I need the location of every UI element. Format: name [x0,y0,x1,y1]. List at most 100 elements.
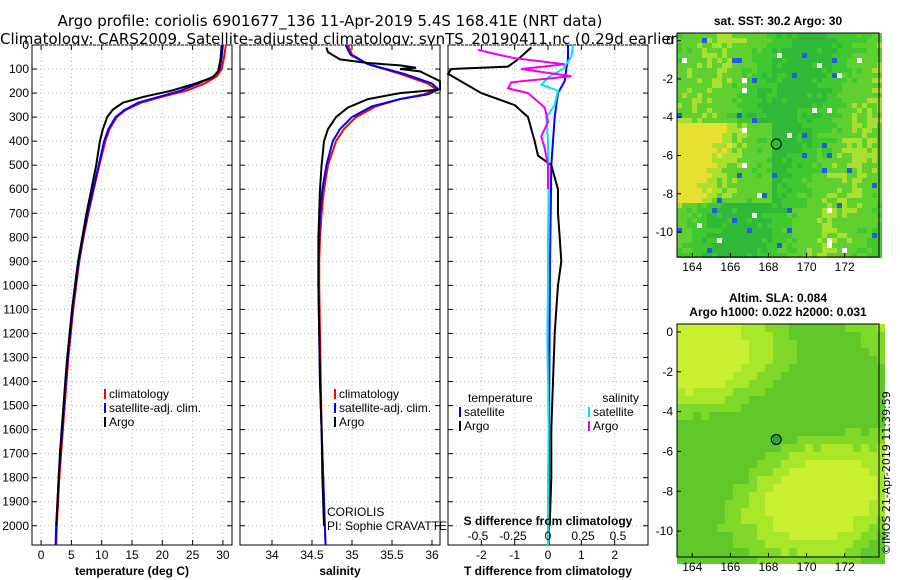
sst_map-cell [787,98,792,103]
sla_map-cell [877,420,885,428]
sst_map-cell [797,113,802,118]
sla_map-cell [757,460,765,468]
temperature-xtick-label: 0 [38,548,45,562]
sst_map-cell [752,173,757,178]
sst_map-cell [802,253,807,258]
sst_map-cell [872,208,877,213]
sla_map-cell [845,556,853,564]
sla_map-cell [813,380,821,388]
sst_map-cell [857,93,862,98]
sla_map-cell [717,436,725,444]
sst_map-cell [682,143,687,148]
sla_map-cell [677,476,685,484]
sla_map-cell [821,388,829,396]
sst_map-cell [737,43,742,48]
sst_map-frame [676,32,880,258]
sst_map-cell [702,233,707,238]
sst_map-cell [797,68,802,73]
sst_map-cell [872,213,877,218]
sst_map-cell [802,173,807,178]
depth-tick-label: 1800 [2,471,29,485]
sla_map-ytick-label: -10 [656,524,674,538]
sla_map-cell [701,404,709,412]
sla_map-cell [789,380,797,388]
sla_map-cell [765,340,773,348]
sst_map-cell [687,168,692,173]
sst_map-cell [677,73,682,78]
sla_map-cell [861,516,869,524]
sst_map-cell [862,123,867,128]
sla_map-cell [709,548,717,556]
sla_map-cell [829,356,837,364]
sst_map-cell [682,58,687,63]
sst_map-cell [687,123,692,128]
sst_map-cell [867,88,872,93]
sst_map-cell [862,178,867,183]
sst_map-cell [757,178,762,183]
sst_map-cell [767,193,772,198]
sla_map-cell [861,460,869,468]
sst_map-cell [752,183,757,188]
sst_map-cell [867,98,872,103]
sst_map-cell [742,208,747,213]
sla_map-cell [853,388,861,396]
sst_map-cell [872,198,877,203]
sst_map-cell [702,248,707,253]
sst_map-cell [837,108,842,113]
sst_map-cell [712,143,717,148]
sla_map-cell [797,428,805,436]
sst_map-cell [762,223,767,228]
sst_map-cell [827,248,832,253]
sst_map-cell [807,188,812,193]
sst_map-cell [752,58,757,63]
sst_map-cell [842,173,847,178]
sla_map-cell [717,372,725,380]
sst_map-cell [862,253,867,258]
sla_map-xtick-label: 170 [797,560,817,574]
sla_map-cell [757,372,765,380]
sst_map-cell [872,178,877,183]
sst_map-cell [802,178,807,183]
sla_map-cell [845,516,853,524]
sst_map-cell [677,233,682,238]
sla_map-cell [805,460,813,468]
sst_map-cell [677,93,682,98]
sst_map-cell [677,183,682,188]
sst_map-cell [782,168,787,173]
sst_map-cell [827,123,832,128]
sst_map-cell [757,193,762,198]
sst_map-cell [717,58,722,63]
sst_map-cell [767,78,772,83]
sla_map-cell [765,500,773,508]
sst_map-cell [842,183,847,188]
sst_map-cell [847,78,852,83]
sst_map-cell [842,238,847,243]
sst_map-cell [842,118,847,123]
sst_map-cell [772,228,777,233]
sst_map-cell [812,88,817,93]
sst_map-cell [702,193,707,198]
sst_map-cell [707,128,712,133]
sst_map-cell [682,158,687,163]
sla_map-cell [869,516,877,524]
sst_map-cell [852,173,857,178]
sst_map-cell [782,238,787,243]
sla_map-cell [693,380,701,388]
sla_map-cell [781,436,789,444]
sst_map-cell [832,98,837,103]
sst_map-cell [747,208,752,213]
sla_map-cell [733,508,741,516]
sla_map-cell [837,460,845,468]
sst_map-cell [677,33,682,38]
sst_map-cell [722,113,727,118]
sst_map-cell [712,253,717,258]
depth-tick-label: 300 [9,110,29,124]
difference-xlabel: T difference from climatology [464,564,632,578]
sst_map-cell [757,168,762,173]
sst_map-cell [822,178,827,183]
sst_map-cell [697,83,702,88]
sst_map-cell [747,193,752,198]
sla_map-cell [741,380,749,388]
sst_map-cell [677,188,682,193]
sst_map-cell [707,133,712,138]
